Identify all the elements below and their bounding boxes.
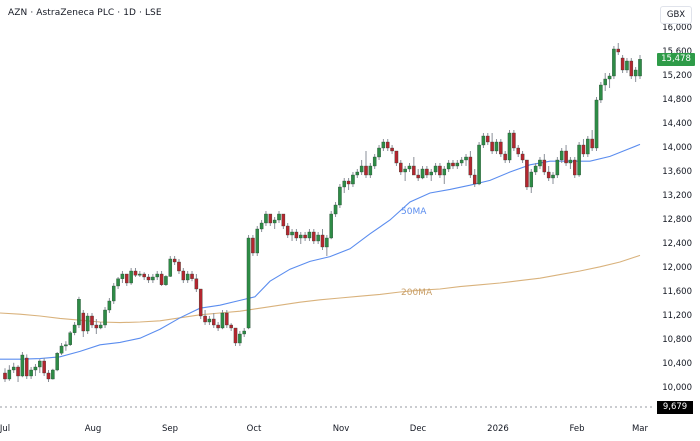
y-tick-label: 12,800: [662, 215, 692, 225]
ma50-label: 50MA: [401, 207, 427, 217]
ma200-label: 200MA: [401, 288, 433, 298]
y-tick-label: 10,000: [662, 383, 692, 393]
last-price-tag: 15,478: [657, 53, 695, 66]
x-tick-label: Nov: [332, 424, 350, 434]
x-tick-label: Feb: [569, 424, 585, 434]
time-axis[interactable]: Jul Aug Sep Oct Nov Dec 2026 Feb Mar: [0, 416, 700, 441]
y-tick-label: 10,400: [662, 359, 692, 369]
currency-button[interactable]: GBX: [660, 6, 692, 24]
ma200-line: [0, 254, 641, 324]
y-tick-label: 15,600: [662, 47, 692, 57]
y-tick-label: 15,200: [662, 71, 692, 81]
period-low-tag: 9,679: [657, 401, 693, 414]
x-tick-label: Aug: [84, 424, 102, 434]
candlestick-chart[interactable]: [0, 0, 655, 416]
y-tick-label: 13,600: [662, 167, 692, 177]
y-tick-label: 16,000: [662, 23, 692, 33]
y-tick-label: 14,000: [662, 143, 692, 153]
y-tick-label: 12,000: [662, 263, 692, 273]
y-tick-label: 11,600: [662, 287, 692, 297]
y-tick-label: 12,400: [662, 239, 692, 249]
y-tick-label: 14,400: [662, 119, 692, 129]
x-tick-label: Mar: [631, 424, 649, 434]
y-tick-label: 13,200: [662, 191, 692, 201]
x-tick-label: Sep: [161, 424, 179, 434]
x-tick-label: Oct: [246, 424, 262, 434]
y-tick-label: 14,800: [662, 95, 692, 105]
x-tick-label: Dec: [409, 424, 427, 434]
x-tick-label: Jul: [0, 424, 11, 434]
chart-title: AZN · AstraZeneca PLC · 1D · LSE: [8, 8, 162, 18]
x-tick-label: 2026: [487, 424, 509, 434]
candles: [3, 43, 642, 382]
price-axis[interactable]: 16,000 15,600 15,200 14,800 14,400 14,000 13,6…: [655, 0, 700, 416]
y-tick-label: 10,800: [662, 335, 692, 345]
y-tick-label: 11,200: [662, 311, 692, 321]
